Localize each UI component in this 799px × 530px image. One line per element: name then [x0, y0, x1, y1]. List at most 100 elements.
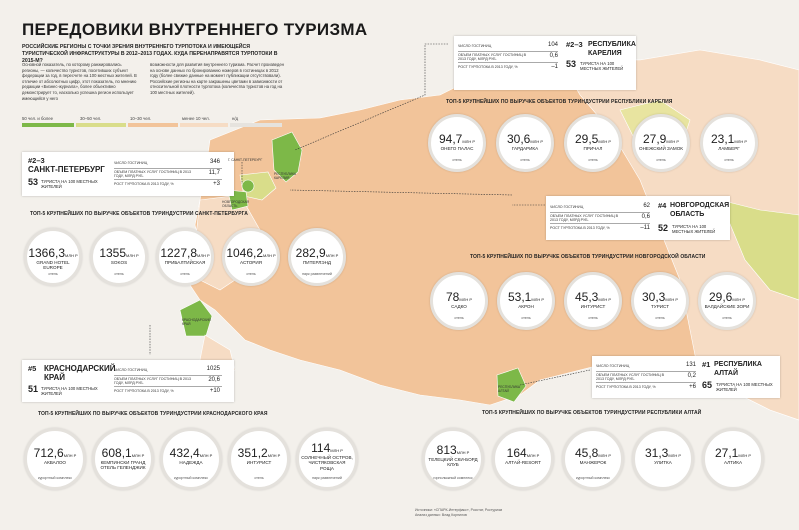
stat-value-growth: +6 — [689, 384, 696, 390]
item-unit: МЛН Р — [65, 253, 78, 258]
item-type: отель — [520, 158, 530, 162]
circle-item: 1227,8МЛН Р ПРИБАЛТИЙСКАЯ отель — [156, 228, 214, 286]
stat-label-hotels: ЧИСЛО ГОСТИНИЦ — [550, 205, 584, 209]
stat-value-growth: +3 — [213, 181, 220, 187]
circle-item: 813МЛН Р ТЕЛЕЦКИЙ СКИ-БОРД КЛУБ горнолыж… — [422, 428, 484, 490]
item-value: 45,8 — [575, 446, 599, 460]
tourists-label: ТУРИСТА НА 100 МЕСТНЫХ ЖИТЕЛЕЙ — [41, 179, 98, 189]
region-rank: #5 — [28, 364, 37, 373]
stat-value-growth: +10 — [209, 388, 220, 394]
stat-label-growth: РОСТ ТУРПОТОКА В 2013 ГОДУ, % — [550, 226, 610, 230]
item-name: МАНЖЕРОК — [579, 460, 607, 465]
item-value: 78 — [446, 290, 460, 304]
item-unit: МЛН Р — [459, 297, 472, 302]
item-unit: МЛН Р — [267, 453, 281, 458]
item-value: 1366,3 — [28, 246, 66, 260]
item-type: отель — [722, 316, 732, 320]
item-value: 608,1 — [101, 446, 132, 460]
circle-item: 432,4МЛН Р НАДЕЖДА курортный комплекс — [160, 428, 222, 490]
divider — [596, 371, 696, 372]
source-line-1: Источники: «СПАРК-Интерфакс», Росстат, Р… — [415, 508, 503, 512]
item-unit: МЛН Р — [598, 297, 611, 302]
stat-label-services: ОБЪЕМ ПЛАТНЫХ УСЛУГ ГОСТИНИЦ В 2013 ГОДУ… — [596, 373, 665, 381]
map-krasnodar — [179, 299, 213, 337]
circle-item: 27,1МЛН Р АЛТИКА — [702, 428, 764, 490]
divider — [458, 51, 558, 52]
stat-value-hotels: 62 — [643, 203, 650, 209]
circle-item: 94,7МЛН Р ОНЕГО ПАЛАС отель — [428, 114, 486, 172]
circle-item: 1355МЛН Р SOKOS отель — [90, 228, 148, 286]
section-title-altai: ТОП-5 КРУПНЕЙШИХ ПО ВЫРУЧКЕ ОБЪЕКТОВ ТУР… — [482, 410, 702, 416]
stat-value-hotels: 104 — [547, 42, 558, 48]
map-label-spb: Г. САНКТ-ПЕТЕРБУРГ — [228, 158, 263, 162]
item-type: парк развлечений — [312, 476, 342, 480]
tourists-value: 65 — [702, 380, 713, 390]
item-unit: МЛН Р — [330, 448, 343, 453]
item-name: КЕМПИНСКИ ГРАНД ОТЕЛЬ ГЕЛЕНДЖИК — [100, 460, 146, 471]
circle-item: 30,3МЛН Р ТУРИСТ отель — [631, 272, 689, 330]
card-novgorod: ЧИСЛО ГОСТИНИЦ 62 ОБЪЕМ ПЛАТНЫХ УСЛУГ ГО… — [546, 196, 730, 240]
item-name: ВАЛДАЙСКИЕ ЗОРИ — [704, 304, 750, 309]
item-name: ТЕЛЕЦКИЙ СКИ-БОРД КЛУБ — [428, 457, 478, 468]
map-yellow-zone — [719, 199, 799, 301]
item-type: парк развлечений — [302, 272, 332, 276]
item-name: АКВАЛОО — [44, 460, 66, 465]
map-label-altai: РЕСПУБЛИКА АЛТАЙ — [498, 385, 521, 393]
stat-value-hotels: 346 — [209, 159, 220, 165]
item-name: СОЛНЕЧНЫЙ ОСТРОВ, ЧИСТЯКОВСКАЯ РОЩА — [301, 455, 353, 471]
item-value: 282,9 — [295, 246, 326, 260]
page-title: ПЕРЕДОВИКИ ВНУТРЕННЕГО ТУРИЗМА — [22, 20, 368, 39]
legend-label-5: н/д — [232, 116, 239, 121]
stat-value-growth: –11 — [640, 225, 650, 231]
item-value: 27,1 — [715, 446, 739, 460]
section-title-novgorod: ТОП-5 КРУПНЕЙШИХ ПО ВЫРУЧКЕ ОБЪЕКТОВ ТУР… — [470, 254, 706, 260]
item-value: 30,6 — [507, 132, 531, 146]
legend-label-1: 50 чел. и более — [22, 116, 53, 121]
item-unit: МЛН Р — [263, 253, 276, 258]
item-type: отель — [724, 158, 734, 162]
tourists-label: ТУРИСТА НА 100 МЕСТНЫХ ЖИТЕЛЕЙ — [672, 224, 716, 234]
circle-item: 1046,2МЛН Р АСТОРИЯ отель — [222, 228, 280, 286]
item-type: горнолыжный комплекс — [433, 476, 473, 480]
divider — [114, 375, 222, 376]
map-spb-dot — [241, 179, 255, 193]
item-type: курортный комплекс — [37, 476, 73, 480]
tourists-value: 52 — [658, 223, 669, 233]
source-line-2: Анализ данных: Влад Корнилов — [415, 512, 467, 517]
tourists-value: 53 — [28, 177, 39, 187]
circle-item: 29,5МЛН Р ПРИЧАЛ отель — [564, 114, 622, 172]
item-unit: МЛН Р — [63, 453, 77, 458]
item-name: ИНТУРИСТ — [580, 304, 606, 309]
item-unit: МЛН Р — [530, 139, 543, 144]
divider — [596, 382, 696, 383]
circle-item: 31,3МЛН Р УЛИТКА — [632, 428, 694, 490]
item-type: отель — [180, 272, 190, 276]
item-type: отель — [114, 272, 124, 276]
card-altai: ЧИСЛО ГОСТИНИЦ 131 ОБЪЕМ ПЛАТНЫХ УСЛУГ Г… — [592, 356, 780, 398]
item-type: курортный комплекс — [575, 476, 611, 480]
item-type: отель — [655, 316, 665, 320]
page-subtitle: РОССИЙСКИЕ РЕГИОНЫ С ТОЧКИ ЗРЕНИЯ ВНУТРЕ… — [22, 44, 278, 64]
item-type: отель — [521, 316, 531, 320]
circle-item: 1366,3МЛН Р GRAND HOTEL EUROPE отель — [24, 228, 82, 286]
stat-value-growth: –1 — [551, 64, 558, 70]
stat-label-hotels: ЧИСЛО ГОСТИНИЦ — [458, 44, 492, 48]
map-altai — [496, 367, 527, 403]
stat-value-services: 0,6 — [641, 214, 650, 220]
circle-item: 78МЛН Р САДКО отель — [430, 272, 488, 330]
tourists-label: ТУРИСТА НА 100 МЕСТНЫХ ЖИТЕЛЕЙ — [716, 382, 773, 392]
legend-swatch-3 — [128, 123, 178, 127]
legend-swatch-1 — [22, 123, 74, 127]
stat-label-services: ОБЪЕМ ПЛАТНЫХ УСЛУГ ГОСТИНИЦ В 2013 ГОДУ… — [458, 53, 527, 61]
legend-label-3: 10–30 чел. — [130, 116, 152, 121]
card-krasnodar: #5 КРАСНОДАРСКИЙ КРАЙ 51 ТУРИСТА НА 100 … — [22, 360, 234, 402]
circle-item: 282,9МЛН Р ПИТЕРЛЭНД парк развлечений — [288, 228, 346, 286]
section-title-krasnodar: ТОП-5 КРУПНЕЙШИХ ПО ВЫРУЧКЕ ОБЪЕКТОВ ТУР… — [38, 411, 268, 417]
stat-label-growth: РОСТ ТУРПОТОКА В 2013 ГОДУ, % — [596, 385, 656, 389]
tourists-value: 53 — [566, 59, 577, 69]
divider — [550, 212, 650, 213]
item-value: 1046,2 — [226, 246, 264, 260]
item-name: ПРИБАЛТИЙСКАЯ — [164, 260, 206, 265]
item-unit: МЛН Р — [738, 453, 751, 458]
legend-label-4: менее 10 чел. — [182, 116, 210, 121]
